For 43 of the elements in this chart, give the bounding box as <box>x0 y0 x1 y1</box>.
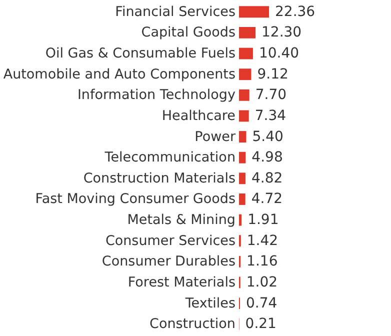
data-label: 4.98 <box>252 150 283 166</box>
bar <box>239 48 253 60</box>
bar <box>239 194 246 205</box>
y-tick-label: Consumer Durables <box>102 254 236 270</box>
y-tick-label: Financial Services <box>115 4 236 20</box>
y-tick-label: Metals & Mining <box>127 212 236 228</box>
y-tick-label: Automobile and Auto Components <box>3 66 236 82</box>
data-label: 4.72 <box>251 191 283 208</box>
y-tick-label: Oil Gas & Consumable Fuels <box>45 46 236 62</box>
data-label: 9.12 <box>257 66 288 82</box>
bar <box>239 214 242 226</box>
bar <box>239 152 246 164</box>
y-tick-label: Telecommunication <box>104 150 236 166</box>
y-tick-label: Power <box>194 128 236 145</box>
bar <box>239 172 246 184</box>
data-label: 5.40 <box>252 128 284 145</box>
bar <box>239 131 246 142</box>
y-tick-label: Forest Materials <box>128 274 236 290</box>
data-label: 22.36 <box>275 4 316 20</box>
data-label: 1.42 <box>246 232 278 249</box>
data-label: 4.82 <box>251 170 283 186</box>
data-label: 0.21 <box>245 316 276 332</box>
bar <box>239 110 249 122</box>
bar <box>239 89 250 101</box>
y-tick-label: Information Technology <box>77 87 236 104</box>
data-label: 0.74 <box>246 295 278 312</box>
y-tick-label: Construction Materials <box>83 170 236 186</box>
data-label: 7.34 <box>254 108 286 124</box>
bar <box>239 26 256 38</box>
bar <box>239 6 269 18</box>
y-tick-label: Capital Goods <box>141 24 236 41</box>
data-label: 10.40 <box>258 46 300 62</box>
data-label: 7.70 <box>255 87 287 104</box>
y-tick-label: Consumer Services <box>105 232 236 249</box>
y-tick-label: Healthcare <box>162 108 236 124</box>
data-label: 1.91 <box>248 212 279 228</box>
y-tick-label: Textiles <box>184 295 236 312</box>
y-tick-label: Construction <box>150 316 236 332</box>
y-tick-label: Fast Moving Consumer Goods <box>35 191 236 208</box>
data-label: 1.02 <box>246 274 278 290</box>
bar <box>239 68 252 80</box>
data-label: 1.16 <box>246 254 278 270</box>
data-label: 12.30 <box>262 24 302 41</box>
